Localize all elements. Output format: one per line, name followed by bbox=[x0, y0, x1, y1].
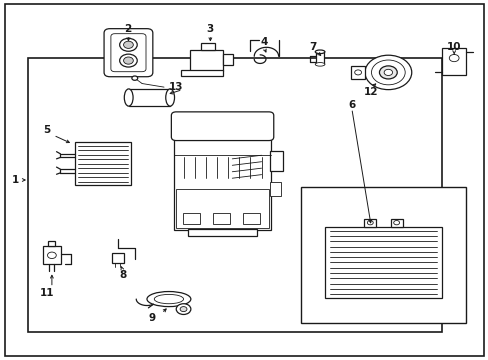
Text: 7: 7 bbox=[308, 42, 316, 52]
Bar bbox=[176, 189, 268, 228]
Ellipse shape bbox=[124, 89, 133, 106]
Bar bbox=[75, 142, 131, 185]
Bar bbox=[270, 182, 281, 196]
Circle shape bbox=[132, 76, 138, 80]
Bar bbox=[270, 151, 282, 171]
Text: 1: 1 bbox=[12, 175, 19, 185]
Text: 5: 5 bbox=[43, 125, 51, 135]
Ellipse shape bbox=[315, 50, 324, 54]
Circle shape bbox=[371, 60, 405, 85]
Ellipse shape bbox=[315, 63, 324, 66]
Bar bbox=[243, 213, 260, 224]
Bar bbox=[315, 52, 324, 64]
Bar bbox=[363, 219, 375, 226]
Bar bbox=[223, 54, 232, 65]
Bar bbox=[128, 89, 170, 106]
Bar bbox=[181, 69, 223, 76]
Circle shape bbox=[120, 39, 137, 51]
Bar bbox=[112, 253, 123, 263]
FancyBboxPatch shape bbox=[104, 29, 153, 77]
Bar bbox=[173, 119, 271, 230]
Bar bbox=[188, 229, 256, 235]
Circle shape bbox=[448, 54, 458, 62]
Circle shape bbox=[120, 54, 137, 67]
Bar bbox=[43, 246, 61, 264]
Text: 13: 13 bbox=[169, 82, 183, 92]
Text: 6: 6 bbox=[347, 100, 355, 110]
Circle shape bbox=[123, 57, 133, 64]
Text: 10: 10 bbox=[446, 42, 461, 52]
Circle shape bbox=[393, 221, 399, 225]
Text: 8: 8 bbox=[119, 270, 126, 280]
Bar bbox=[212, 213, 229, 224]
Circle shape bbox=[379, 66, 396, 79]
Ellipse shape bbox=[147, 292, 190, 307]
Bar bbox=[325, 226, 441, 298]
Text: 11: 11 bbox=[40, 288, 54, 298]
Bar bbox=[300, 187, 466, 323]
Circle shape bbox=[364, 55, 411, 90]
Circle shape bbox=[366, 221, 372, 225]
Text: 12: 12 bbox=[363, 87, 378, 97]
Ellipse shape bbox=[165, 89, 174, 106]
Bar bbox=[350, 66, 364, 79]
Ellipse shape bbox=[154, 294, 183, 304]
Circle shape bbox=[354, 70, 361, 75]
Bar bbox=[48, 240, 55, 246]
Text: 9: 9 bbox=[148, 313, 155, 323]
Bar bbox=[200, 43, 215, 50]
Bar bbox=[27, 58, 441, 332]
Circle shape bbox=[176, 304, 190, 315]
Circle shape bbox=[384, 69, 392, 76]
Bar bbox=[189, 50, 223, 71]
Text: 2: 2 bbox=[123, 24, 131, 35]
Circle shape bbox=[180, 307, 186, 312]
Text: 4: 4 bbox=[260, 37, 267, 47]
Bar bbox=[390, 219, 402, 226]
Circle shape bbox=[47, 252, 56, 258]
Text: 3: 3 bbox=[206, 24, 214, 35]
Circle shape bbox=[123, 41, 133, 48]
Bar bbox=[442, 48, 465, 75]
Bar bbox=[182, 213, 199, 224]
FancyBboxPatch shape bbox=[111, 34, 146, 72]
FancyBboxPatch shape bbox=[171, 112, 273, 140]
